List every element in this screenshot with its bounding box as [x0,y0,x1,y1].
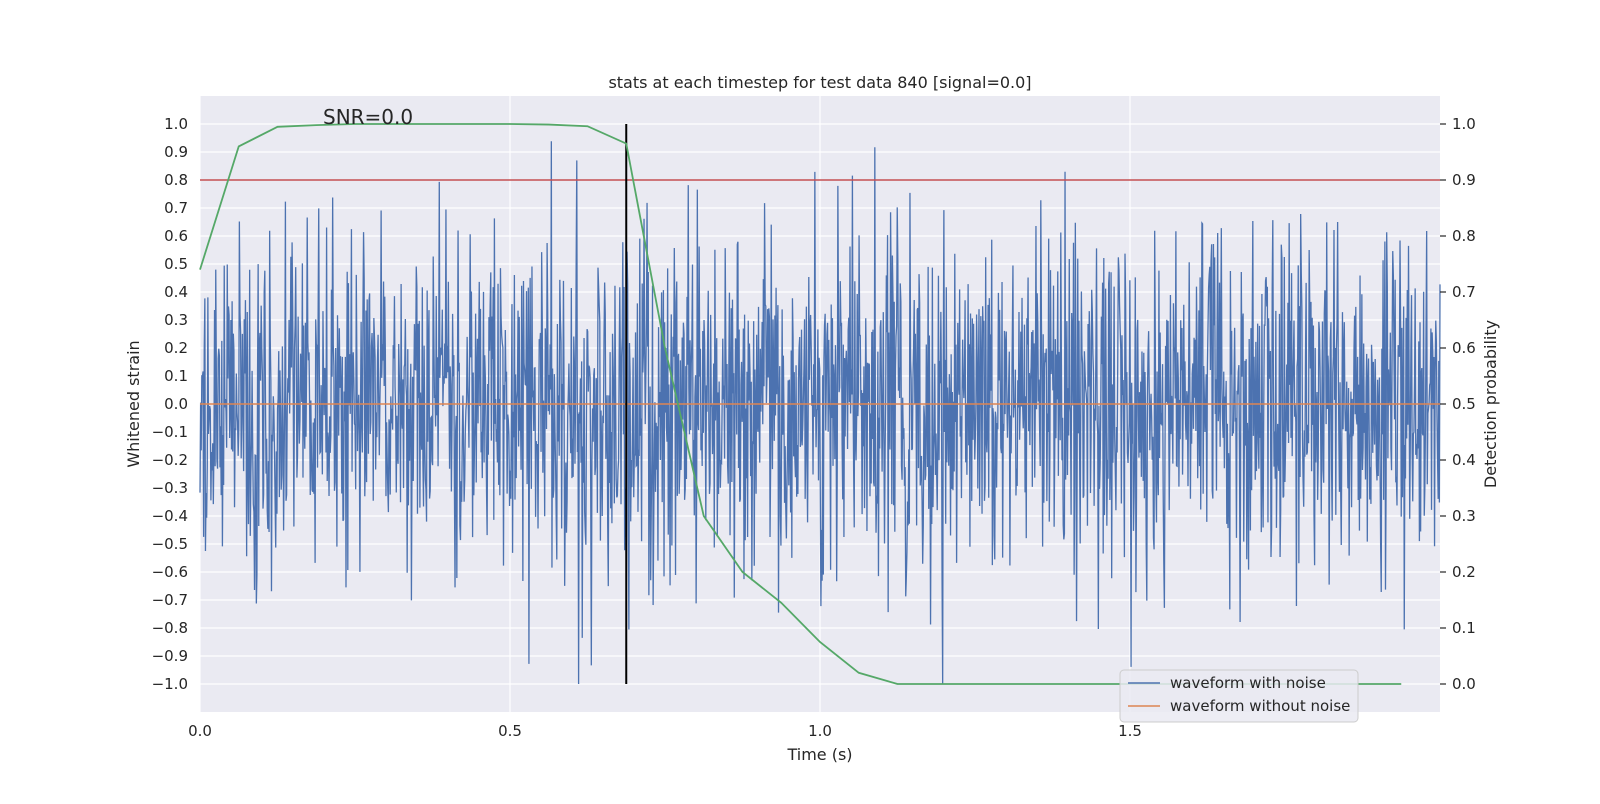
y-right-tick-label: 0.8 [1452,227,1476,245]
y-axis-label: Whitened strain [124,340,143,467]
snr-annotation: SNR=0.0 [323,105,413,129]
y-right-tick-label: 0.4 [1452,451,1476,469]
noise-waveform-line [199,141,1441,685]
y-tick-label: −0.1 [152,423,188,441]
y-tick-label: −0.2 [152,451,188,469]
legend-box [1119,669,1359,723]
x-tick-label: 1.0 [808,722,832,740]
y-tick-label: 0.1 [164,367,188,385]
legend-label-clean: waveform without noise [1170,697,1350,715]
y-tick-label: −0.4 [152,507,188,525]
y-tick-label: 0.9 [164,143,188,161]
x-tick-label: 0.5 [498,722,522,740]
y-right-tick-label: 0.3 [1452,507,1476,525]
chart-title: stats at each timestep for test data 840… [608,73,1031,92]
y-tick-label: −0.6 [152,563,188,581]
y-tick-label: −0.3 [152,479,188,497]
y-right-axis-label: Detection probability [1481,320,1500,488]
y-tick-label: 0.2 [164,339,188,357]
y-right-tick-label: 0.7 [1452,283,1476,301]
y-tick-label: 0.6 [164,227,188,245]
y-right-tick-label: 0.1 [1452,619,1476,637]
y-tick-label: 0.8 [164,171,188,189]
y-tick-label: −0.8 [152,619,188,637]
y-tick-label: −0.7 [152,591,188,609]
legend-label-noise: waveform with noise [1170,674,1326,692]
y-tick-label: −0.9 [152,647,188,665]
y-tick-label: 0.0 [164,395,188,413]
x-axis-ticks: 0.0 0.5 1.0 1.5 [188,722,1142,740]
y-tick-label: −0.5 [152,535,188,553]
y-tick-label: 0.5 [164,255,188,273]
y-tick-label: 1.0 [164,115,188,133]
x-tick-label: 1.5 [1118,722,1142,740]
y-right-tick-label: 0.2 [1452,563,1476,581]
x-axis-label: Time (s) [786,745,852,764]
y-right-tick-label: 0.0 [1452,675,1476,693]
y-right-tick-label: 0.5 [1452,395,1476,413]
y-axis-ticks: 1.0 0.9 0.8 0.7 0.6 0.5 0.4 0.3 0.2 0.1 0.0 −0.1 −0.… [152,115,188,693]
y-right-axis-ticks: 1.0 0.9 0.8 0.7 0.6 0.5 0.4 0.3 0.2 0.1 0.0 [1440,115,1476,693]
y-tick-label: 0.3 [164,311,188,329]
y-right-tick-label: 0.6 [1452,339,1476,357]
y-right-tick-label: 1.0 [1452,115,1476,133]
y-tick-label: 0.4 [164,283,188,301]
y-tick-label: 0.7 [164,199,188,217]
x-tick-label: 0.0 [188,722,212,740]
y-right-tick-label: 0.9 [1452,171,1476,189]
legend: waveform with noise waveform without noi… [1119,669,1359,723]
y-tick-label: −1.0 [152,675,188,693]
